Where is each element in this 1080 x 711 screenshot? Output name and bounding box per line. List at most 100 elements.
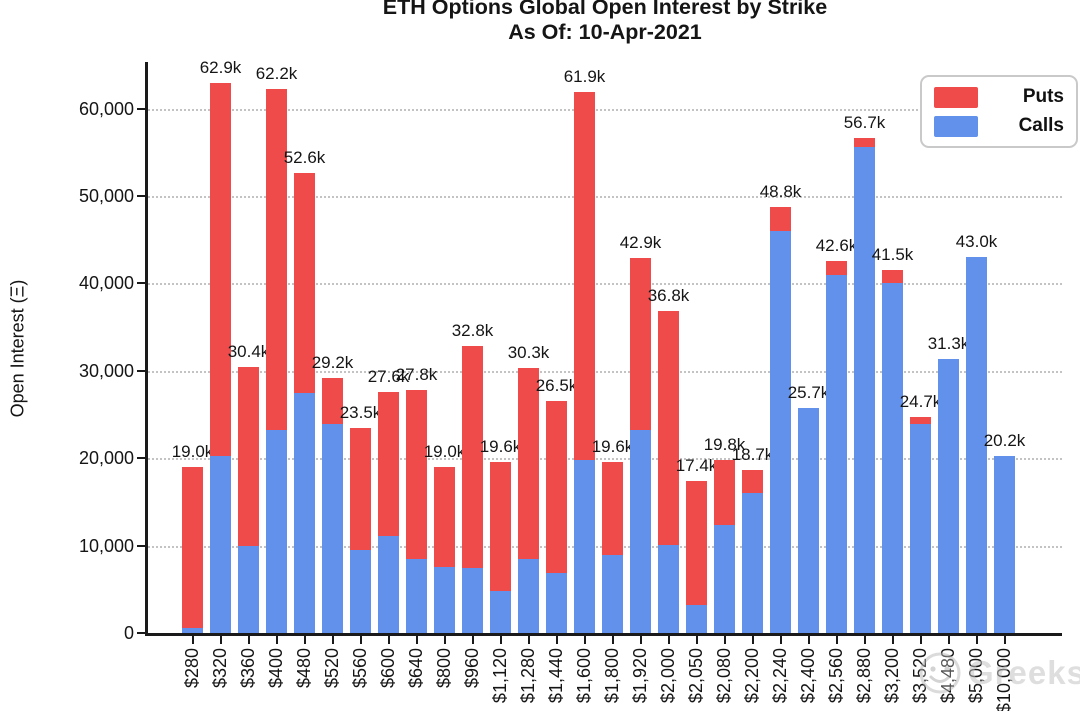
watermark-text: Greeks (968, 654, 1080, 691)
x-tick-label: $1,120 (490, 648, 511, 704)
x-tick-label: $960 (462, 648, 483, 689)
gridline (148, 458, 1062, 461)
y-tick-mark (137, 107, 145, 110)
x-tick-label: $1,440 (546, 648, 567, 704)
bar-segment-calls (294, 392, 315, 633)
x-tick-mark (471, 636, 474, 644)
x-tick-label: $2,880 (854, 648, 875, 704)
x-tick-mark (555, 636, 558, 644)
bar-segment-puts (210, 83, 231, 456)
legend-item-calls: Calls (934, 115, 1064, 137)
bar-segment-puts (546, 401, 567, 573)
bar-total-label: 32.8k (451, 321, 494, 341)
x-tick-label: $2,240 (770, 648, 791, 704)
x-tick-mark (947, 636, 950, 644)
x-tick-mark (415, 636, 418, 644)
x-tick-label: $2,560 (826, 648, 847, 704)
bar-total-label: 19.0k (423, 441, 466, 461)
bar-total-label: 42.9k (619, 233, 662, 253)
gridline (148, 370, 1062, 373)
bar-segment-calls (938, 359, 959, 633)
legend-swatch-calls-icon (934, 115, 978, 137)
x-tick-mark (1003, 636, 1006, 644)
x-tick-mark (919, 636, 922, 644)
bar-segment-calls (462, 568, 483, 633)
x-tick-label: $2,000 (658, 648, 679, 704)
bar-segment-puts (714, 459, 735, 525)
x-tick-label: $400 (266, 648, 287, 689)
bar-total-label: 19.0k (171, 441, 214, 461)
bar-segment-puts (574, 92, 595, 460)
x-tick-mark (611, 636, 614, 644)
y-tick-label: 0 (123, 623, 134, 643)
x-tick-label: $2,200 (742, 648, 763, 704)
x-tick-mark (639, 636, 642, 644)
bar-segment-puts (238, 367, 259, 546)
bar-segment-calls (630, 430, 651, 633)
y-tick-label: 30,000 (78, 360, 134, 381)
watermark: Greeks (918, 651, 1080, 695)
bar-segment-puts (378, 391, 399, 536)
x-tick-label: $360 (238, 648, 259, 689)
y-tick-label: 10,000 (78, 535, 134, 556)
bar-segment-calls (602, 555, 623, 633)
bar-total-label: 29.2k (311, 352, 354, 372)
y-tick-mark (137, 195, 145, 198)
y-tick-label: 40,000 (78, 273, 134, 294)
bar-segment-calls (686, 605, 707, 633)
bar-segment-puts (658, 311, 679, 545)
bar-segment-calls (574, 459, 595, 633)
x-tick-mark (667, 636, 670, 644)
x-tick-label: $600 (378, 648, 399, 689)
bar-total-label: 30.3k (507, 343, 550, 363)
x-tick-label: $2,400 (798, 648, 819, 704)
gridline (148, 283, 1062, 286)
bar-segment-puts (182, 466, 203, 628)
x-tick-label: $800 (434, 648, 455, 689)
bar-segment-puts (854, 137, 875, 148)
y-tick-mark (137, 282, 145, 285)
bar-segment-puts (518, 368, 539, 559)
x-tick-mark (219, 636, 222, 644)
bar-segment-calls (350, 549, 371, 633)
bar-total-label: 27.8k (395, 365, 438, 385)
bar-segment-calls (714, 524, 735, 633)
y-tick-mark (137, 369, 145, 372)
x-tick-mark (387, 636, 390, 644)
y-tick-mark (137, 544, 145, 547)
x-tick-label: $3,200 (882, 648, 903, 704)
x-tick-label: $2,080 (714, 648, 735, 704)
x-tick-label: $1,600 (574, 648, 595, 704)
legend: Puts Calls (920, 75, 1078, 148)
bar-total-label: 17.4k (675, 455, 718, 475)
x-tick-label: $1,800 (602, 648, 623, 704)
x-tick-label: $1,920 (630, 648, 651, 704)
gridline (148, 108, 1062, 111)
x-tick-mark (359, 636, 362, 644)
bar-total-label: 62.2k (255, 64, 298, 84)
x-tick-mark (695, 636, 698, 644)
bar-segment-calls (882, 283, 903, 633)
bar-total-label: 19.6k (479, 436, 522, 456)
bar-segment-calls (742, 493, 763, 633)
bar-segment-puts (490, 461, 511, 592)
bar-total-label: 30.4k (227, 342, 270, 362)
x-tick-mark (443, 636, 446, 644)
x-tick-mark (331, 636, 334, 644)
x-tick-mark (751, 636, 754, 644)
chart-title-line2: As Of: 10-Apr-2021 (508, 20, 702, 44)
bar-segment-puts (742, 469, 763, 494)
x-tick-mark (723, 636, 726, 644)
bar-segment-calls (910, 424, 931, 633)
bar-segment-puts (350, 427, 371, 550)
x-tick-label: $2,050 (686, 648, 707, 704)
bar-total-label: 27.6k (367, 366, 410, 386)
bar-total-label: 43.0k (955, 232, 998, 252)
bar-segment-calls (266, 430, 287, 633)
bar-segment-calls (434, 567, 455, 633)
bar-segment-calls (798, 408, 819, 633)
bar-segment-calls (994, 456, 1015, 633)
x-tick-mark (891, 636, 894, 644)
bar-segment-puts (294, 173, 315, 393)
bar-segment-puts (266, 89, 287, 431)
